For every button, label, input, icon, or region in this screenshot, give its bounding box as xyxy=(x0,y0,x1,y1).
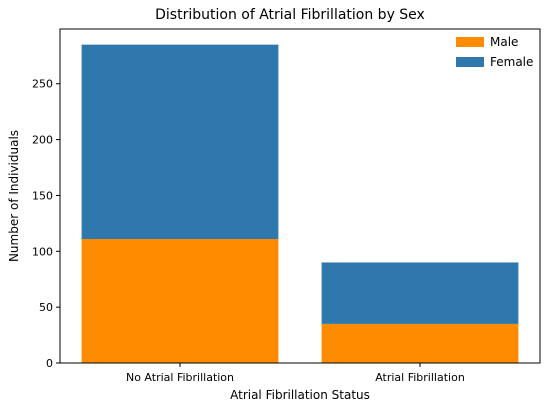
bar-male-1 xyxy=(81,239,279,363)
x-axis: No Atrial Fibrillation Atrial Fibrillatio… xyxy=(126,363,465,384)
y-tick-label: 250 xyxy=(32,78,53,91)
bar-male-2 xyxy=(321,323,519,363)
bars xyxy=(81,44,519,363)
y-tick-label: 50 xyxy=(39,301,53,314)
legend-swatch-female xyxy=(456,57,484,67)
y-tick-label: 0 xyxy=(46,357,53,370)
y-axis-label: Number of Individuals xyxy=(7,130,21,262)
chart-title: Distribution of Atrial Fibrillation by S… xyxy=(155,7,425,23)
plot-frame xyxy=(59,28,541,364)
bar-female-2 xyxy=(321,262,519,324)
x-tick-label: No Atrial Fibrillation xyxy=(126,371,234,384)
y-tick-label: 100 xyxy=(32,245,53,258)
legend-swatch-male xyxy=(456,37,484,47)
legend-label-female: Female xyxy=(490,55,533,69)
legend-label-male: Male xyxy=(490,35,518,49)
x-axis-label: Atrial Fibrillation Status xyxy=(230,388,370,402)
x-tick-label: Atrial Fibrillation xyxy=(375,371,465,384)
y-tick-label: 200 xyxy=(32,134,53,147)
bar-female-1 xyxy=(81,44,279,240)
legend: Male Female xyxy=(456,35,533,69)
y-axis: 0 50 100 150 200 250 xyxy=(32,78,60,370)
y-tick-label: 150 xyxy=(32,189,53,202)
